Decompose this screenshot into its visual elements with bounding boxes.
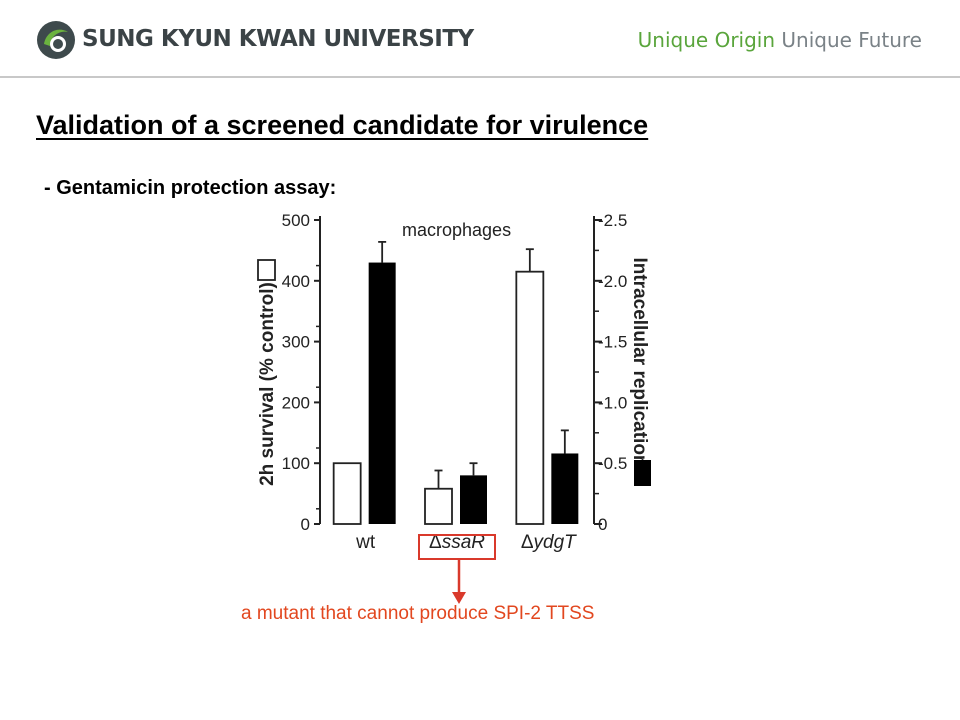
bar-replication-ssaR (460, 475, 487, 524)
callout-arrow-icon (452, 558, 466, 604)
right-axis-label: Intracellular replication (629, 257, 650, 466)
header-bar: SUNG KYUN KWAN UNIVERSITY Unique Origin … (0, 0, 960, 76)
left-axis-tick-label: 100 (282, 454, 310, 473)
slide-subtitle: - Gentamicin protection assay: (44, 177, 337, 199)
left-axis-tick-label: 300 (282, 333, 310, 352)
left-axis-tick-label: 200 (282, 393, 310, 412)
right-series-swatch (634, 460, 651, 486)
bar-survival-ydgT (515, 270, 545, 525)
left-axis-tick-label: 0 (301, 515, 310, 534)
left-axis-tick-label: 500 (282, 211, 310, 230)
bar-survival-ssaR (424, 487, 453, 525)
slide-title: Validation of a screened candidate for v… (36, 110, 649, 140)
slogan-part-origin: Unique Origin (637, 28, 776, 52)
bar-replication-ydgT (551, 453, 579, 524)
x-tick-label-wt: wt (355, 532, 376, 553)
right-axis-tick-label: -0.5 (598, 454, 627, 473)
callout-text: a mutant that cannot produce SPI-2 TTSS (241, 603, 595, 624)
right-axis-tick-label: 0 (598, 515, 607, 534)
university-name: SUNG KYUN KWAN UNIVERSITY (82, 26, 474, 52)
left-axis-tick-label: 400 (282, 272, 310, 291)
x-tick-label-ssaR: ΔssaR (429, 532, 485, 553)
right-axis-tick-label: -1.0 (598, 393, 627, 412)
header-divider (0, 76, 960, 78)
university-slogan: Unique Origin Unique Future (638, 28, 922, 52)
left-series-swatch (257, 259, 276, 281)
left-axis-label: 2h survival (% control) (257, 282, 278, 486)
right-axis-tick-label: -2.5 (598, 211, 627, 230)
ssar-highlight-box (418, 534, 496, 560)
right-axis-tick-label: -1.5 (598, 333, 627, 352)
x-tick-label-ydgT: ΔydgT (521, 532, 577, 553)
chart-annotation-macrophages: macrophages (402, 220, 511, 240)
survival-replication-bar-chart: 0 100 200 300 400 500 0 -0.5 -1.0 -1.5 -2.0 -2.5 2h … (257, 211, 651, 553)
bar-replication-wt (368, 262, 396, 524)
skku-seal-icon (37, 21, 75, 59)
slogan-part-future: Unique Future (781, 28, 922, 52)
right-axis-tick-label: -2.0 (598, 272, 627, 291)
bar-survival-wt (332, 462, 362, 525)
